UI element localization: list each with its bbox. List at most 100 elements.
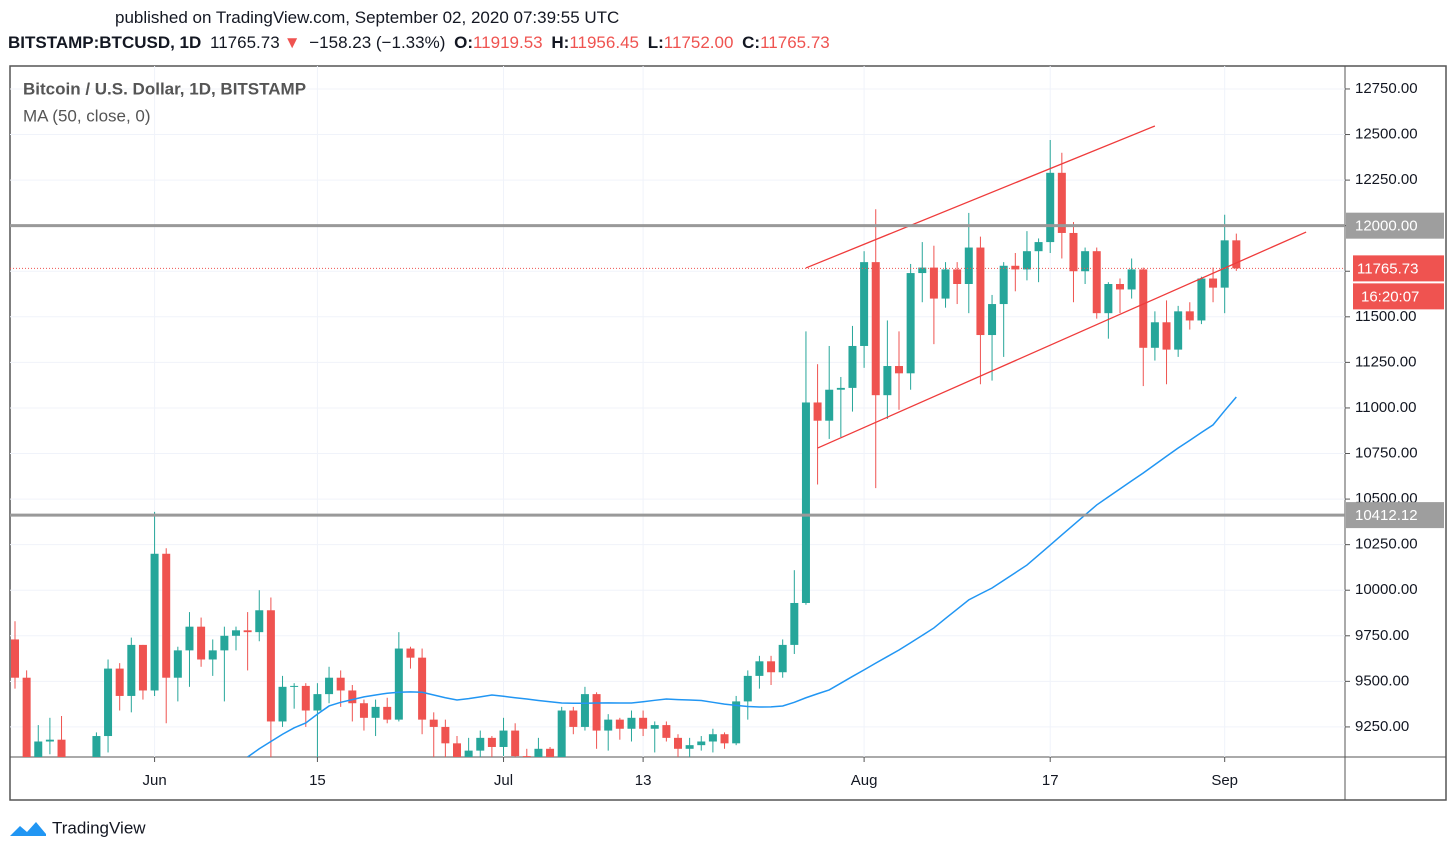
candle-body [953,269,962,284]
candle-body [1104,283,1113,314]
candle-body [1081,251,1090,272]
candle-body [92,736,101,757]
candle-body [348,690,357,704]
y-tick-label: 11500.00 [1355,308,1416,325]
candle-body [336,677,345,691]
candle-body [453,743,461,757]
candle-body [906,273,915,374]
change: −158.23 (−1.33%) [309,33,446,52]
candle-body [255,610,264,633]
quote-line: BITSTAMP:BTCUSD, 1D 11765.73 ▼ −158.23 (−… [8,33,834,53]
candle-body [522,756,531,757]
candle-body [34,741,43,757]
candle-body [1139,269,1148,348]
level-badge [1346,212,1444,239]
published-line: published on TradingView.com, September … [115,8,623,28]
x-tick-label: 15 [309,772,326,789]
candle-body [290,685,299,687]
legend-entry: MA (50, close, 0) [23,106,151,125]
candle-body [418,657,427,720]
candle-body [732,701,741,744]
candle-body [662,725,671,738]
candle-body [883,366,892,396]
candle-body [278,686,287,722]
candle-body [220,635,229,651]
candle-body [778,644,787,673]
candle-body [860,262,869,346]
candle-body [441,726,450,744]
ma-line [247,396,1237,757]
c-label: C: [742,33,761,52]
candle-body [313,694,322,711]
candle-body [22,677,31,757]
candle-body [801,402,810,603]
y-tick-label: 12750.00 [1355,80,1418,97]
candle-body [871,262,880,396]
candle-body [150,553,159,691]
candle-body [1022,251,1031,270]
x-tick-label: Aug [851,772,878,789]
candle-body [104,668,113,737]
candle-body [138,644,147,691]
candle-body [639,717,648,729]
arrow: ▼ [283,33,301,52]
trendline [805,125,1156,269]
candle-body [1127,269,1136,290]
candle-body [69,791,77,822]
last-price-badge [1353,255,1444,282]
plot [10,125,1345,822]
candle-body [232,630,240,636]
x-tick-label: Jun [142,772,166,789]
candle-body [301,685,310,711]
candle-body [1057,172,1066,233]
candle-body [674,737,682,749]
y-tick-label: 12500.00 [1355,126,1418,143]
brand: TradingView [52,818,146,837]
candle-body [685,745,694,749]
y-tick-label: 12250.00 [1355,171,1418,188]
candle-body [359,703,368,718]
candle-body [1162,322,1171,350]
candle-body [580,694,589,727]
candle-body [325,677,334,695]
trendline [817,231,1307,449]
candle-body [208,650,217,660]
h: 11956.45 [569,33,639,52]
candle-body [1232,240,1241,269]
candle-body [1150,322,1159,348]
candle-body [941,269,950,299]
axes: 9250.009500.009750.0010000.0010250.00105… [10,80,1444,789]
candle-body [185,626,194,651]
candle-body [11,639,19,678]
countdown-badge [1353,283,1444,310]
candle-body [429,719,438,727]
candle-body [266,610,275,722]
candle-body [476,737,485,751]
symbol: BITSTAMP:BTCUSD, 1D [8,33,202,52]
candle-body [173,650,182,678]
o-label: O: [454,33,473,52]
candle-body [720,734,729,744]
c: 11765.73 [760,33,830,52]
candle-body [615,719,624,729]
candle-body [650,725,659,729]
candle-body [546,748,555,757]
candle-body [918,267,927,274]
candle-body [394,648,403,720]
candle-body [243,630,252,633]
candle-body [1092,251,1101,314]
candle-body [964,247,973,284]
candle-body [197,626,206,660]
candle-body [767,661,776,673]
candle-body [1209,278,1218,288]
y-tick-label: 10750.00 [1355,444,1418,461]
candle-body [1034,242,1043,252]
level-badge [1346,502,1444,529]
candle-body [127,644,136,696]
candle-body [45,739,54,742]
candle-body [790,602,799,645]
candle-body [895,366,903,374]
y-tick-label: 11000.00 [1355,399,1416,416]
candle-body [534,748,543,757]
